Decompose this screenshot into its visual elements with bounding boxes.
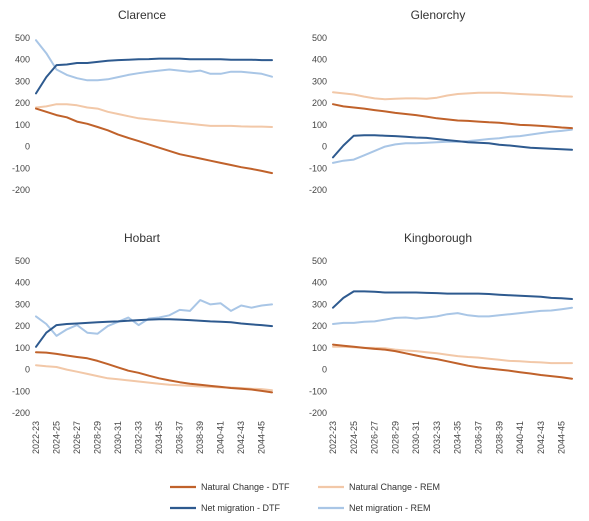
series-line-nc-dtf (35, 107, 273, 175)
x-tick-label: 2044-45 (557, 421, 567, 454)
legend-label: Net migration - DTF (201, 503, 281, 513)
x-tick-label: 2026-27 (72, 421, 82, 454)
panel-title: Hobart (124, 231, 161, 245)
legend-item: Net migration - DTF (170, 503, 281, 513)
legend-item: Natural Change - REM (318, 482, 440, 492)
y-tick-label: 400 (15, 55, 30, 65)
y-tick-label: -200 (309, 185, 327, 195)
panel-title: Glenorchy (411, 8, 466, 22)
panel-title: Kingborough (404, 231, 472, 245)
x-tick-label: 2024-25 (52, 421, 62, 454)
x-tick-label: 2040-41 (216, 421, 226, 454)
y-tick-label: -200 (12, 185, 30, 195)
y-tick-label: 200 (312, 321, 327, 331)
panel-clarence: Clarence 500 400 300 200 100 0 -100 -200 (12, 8, 273, 195)
legend-item: Net migration - REM (318, 503, 431, 513)
series-line-nc-dtf (35, 351, 273, 394)
series-line-nm-dtf (332, 290, 573, 309)
y-tick-label: 0 (322, 365, 327, 375)
y-tick-label: 100 (15, 120, 30, 130)
series-line-nm-dtf (35, 318, 273, 348)
panel-kingborough: Kingborough 500 400 300 200 100 0 -100 -2002022-… (309, 231, 573, 454)
x-tick-label: 2038-39 (195, 421, 205, 454)
y-tick-label: 300 (15, 76, 30, 86)
y-tick-label: 400 (312, 278, 327, 288)
y-tick-label: -100 (12, 386, 30, 396)
legend-label: Natural Change - REM (349, 482, 440, 492)
y-tick-label: -100 (12, 163, 30, 173)
panel-title: Clarence (118, 8, 166, 22)
y-tick-label: 0 (25, 142, 30, 152)
legend: Natural Change - DTF Natural Change - REM… (170, 482, 440, 513)
x-tick-label: 2036-37 (175, 421, 185, 454)
x-tick-label: 2024-25 (349, 421, 359, 454)
panel-glenorchy: Glenorchy 500 400 300 200 100 0 -100 -200 (309, 8, 573, 195)
x-tick-label: 2032-33 (432, 421, 442, 454)
series-line-nm-dtf (35, 57, 273, 95)
y-tick-label: 0 (322, 142, 327, 152)
x-tick-label: 2040-41 (515, 421, 525, 454)
y-tick-label: 300 (15, 299, 30, 309)
x-tick-label: 2026-27 (370, 421, 380, 454)
series-line-nm-rem (35, 299, 273, 337)
y-tick-label: 300 (312, 76, 327, 86)
x-tick-label: 2036-37 (473, 421, 483, 454)
series-line-nc-dtf (332, 343, 573, 380)
y-tick-label: 100 (312, 343, 327, 353)
y-tick-label: 100 (312, 120, 327, 130)
y-tick-label: -200 (309, 408, 327, 418)
legend-label: Net migration - REM (349, 503, 431, 513)
series-line-nm-rem (35, 39, 273, 82)
x-tick-label: 2030-31 (411, 421, 421, 454)
series-line-nm-rem (332, 128, 573, 164)
y-tick-label: 100 (15, 343, 30, 353)
x-tick-label: 2032-33 (134, 421, 144, 454)
series-line-nm-dtf (332, 134, 573, 159)
y-tick-label: 200 (15, 98, 30, 108)
x-tick-label: 2034-35 (154, 421, 164, 454)
x-tick-label: 2022-23 (328, 421, 338, 454)
y-tick-label: 500 (15, 256, 30, 266)
y-tick-label: -200 (12, 408, 30, 418)
y-tick-label: 400 (312, 55, 327, 65)
y-tick-label: 200 (312, 98, 327, 108)
series-line-nc-rem (332, 91, 573, 101)
x-tick-label: 2028-29 (93, 421, 103, 454)
y-tick-label: 500 (15, 33, 30, 43)
legend-item: Natural Change - DTF (170, 482, 290, 492)
x-tick-label: 2030-31 (113, 421, 123, 454)
y-tick-label: 500 (312, 256, 327, 266)
y-tick-label: 300 (312, 299, 327, 309)
x-tick-label: 2044-45 (257, 421, 267, 454)
x-tick-label: 2028-29 (390, 421, 400, 454)
series-line-nc-dtf (332, 103, 573, 130)
y-tick-label: -100 (309, 163, 327, 173)
x-tick-label: 2042-43 (536, 421, 546, 454)
y-tick-label: 400 (15, 278, 30, 288)
x-tick-label: 2042-43 (236, 421, 246, 454)
x-tick-label: 2022-23 (31, 421, 41, 454)
y-tick-label: -100 (309, 386, 327, 396)
series-line-nm-rem (332, 306, 573, 325)
x-tick-label: 2038-39 (494, 421, 504, 454)
y-tick-label: 500 (312, 33, 327, 43)
x-tick-label: 2034-35 (453, 421, 463, 454)
legend-label: Natural Change - DTF (201, 482, 290, 492)
y-tick-label: 0 (25, 365, 30, 375)
series-line-nc-rem (35, 103, 273, 128)
y-tick-label: 200 (15, 321, 30, 331)
